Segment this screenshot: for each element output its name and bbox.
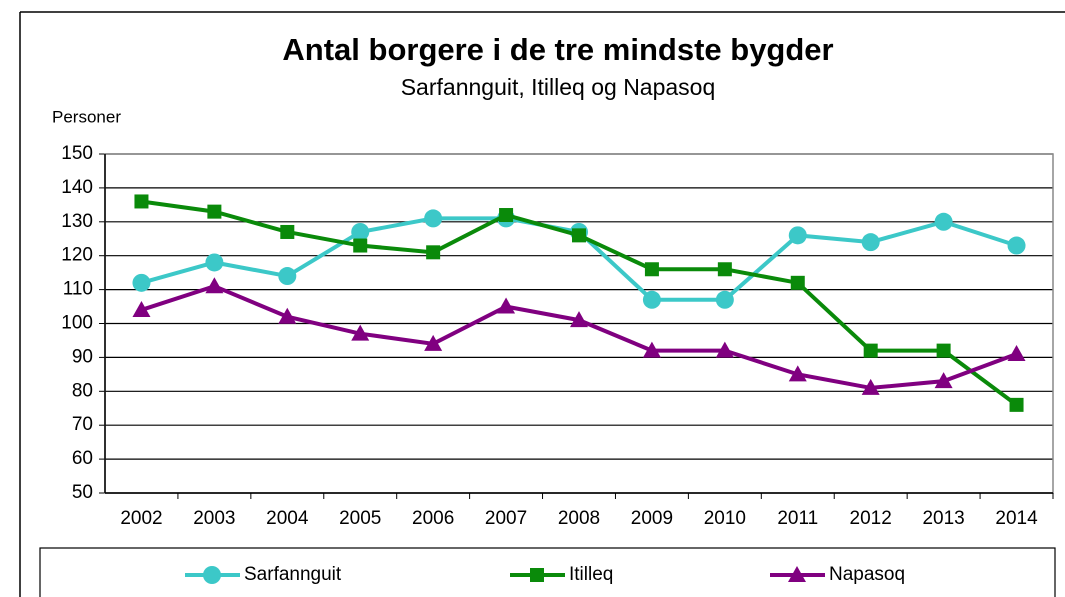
x-tick-label: 2009 <box>631 508 673 529</box>
data-point <box>1009 397 1024 412</box>
y-tick-label: 90 <box>72 346 93 367</box>
y-tick-label: 50 <box>72 482 93 503</box>
x-tick-label: 2004 <box>266 508 309 529</box>
legend-label: Sarfannguit <box>244 564 342 585</box>
data-point <box>132 273 151 292</box>
y-tick-label: 120 <box>61 245 93 266</box>
x-tick-label: 2013 <box>922 508 964 529</box>
data-point <box>644 262 659 277</box>
data-point <box>134 194 149 209</box>
data-point <box>861 378 880 395</box>
data-point <box>863 343 878 358</box>
data-point <box>570 311 588 328</box>
y-tick-label: 70 <box>72 414 93 435</box>
x-tick-label: 2003 <box>193 508 235 529</box>
x-tick-label: 2008 <box>558 508 600 529</box>
data-point <box>132 300 151 317</box>
y-tick-label: 140 <box>61 177 93 198</box>
y-tick-label: 60 <box>72 448 93 469</box>
y-tick-label: 110 <box>63 279 93 300</box>
data-point <box>1007 345 1026 362</box>
data-point <box>280 224 295 239</box>
legend-label: Napasoq <box>829 564 905 585</box>
chart-title: Antal borgere i de tre mindste bygder <box>282 32 833 67</box>
legend-marker <box>203 566 221 584</box>
x-tick-label: 2002 <box>120 508 162 529</box>
data-point <box>790 275 805 290</box>
data-point <box>861 233 880 252</box>
data-point <box>205 277 224 294</box>
data-point <box>424 334 443 351</box>
data-point <box>1007 236 1026 255</box>
x-tick-label: 2007 <box>485 508 527 529</box>
x-tick-label: 2011 <box>777 508 818 529</box>
x-tick-label: 2012 <box>850 508 892 529</box>
chart-subtitle: Sarfannguit, Itilleq og Napasoq <box>401 74 716 100</box>
x-tick-label: 2014 <box>995 508 1038 529</box>
data-point <box>717 262 732 277</box>
data-point <box>788 365 807 382</box>
y-tick-label: 130 <box>61 211 93 232</box>
data-point <box>788 226 807 245</box>
x-tick-label: 2006 <box>412 508 454 529</box>
data-point <box>715 341 734 358</box>
data-point <box>497 297 516 314</box>
data-point <box>205 253 224 272</box>
data-point <box>351 222 370 241</box>
data-point <box>499 208 514 223</box>
data-point <box>936 343 951 358</box>
data-point <box>278 307 297 324</box>
legend-marker <box>530 568 544 582</box>
y-axis-label: Personer <box>52 107 121 126</box>
series-line <box>140 284 1018 390</box>
data-point <box>934 212 953 231</box>
data-point <box>207 204 222 219</box>
data-point <box>572 228 586 243</box>
x-tick-label: 2005 <box>339 508 381 529</box>
data-point <box>642 341 661 358</box>
data-point <box>642 290 661 309</box>
legend-marker <box>788 566 806 582</box>
y-tick-label: 100 <box>61 313 93 334</box>
data-point <box>353 238 368 253</box>
y-tick-label: 80 <box>72 380 93 401</box>
data-point <box>426 245 441 260</box>
data-point <box>424 209 443 228</box>
x-tick-label: 2010 <box>704 508 746 529</box>
legend-label: Itilleq <box>569 564 613 585</box>
data-point <box>351 324 370 341</box>
data-point <box>278 267 297 286</box>
y-tick-label: 150 <box>61 143 93 164</box>
data-point <box>934 372 953 389</box>
data-point <box>715 290 734 309</box>
